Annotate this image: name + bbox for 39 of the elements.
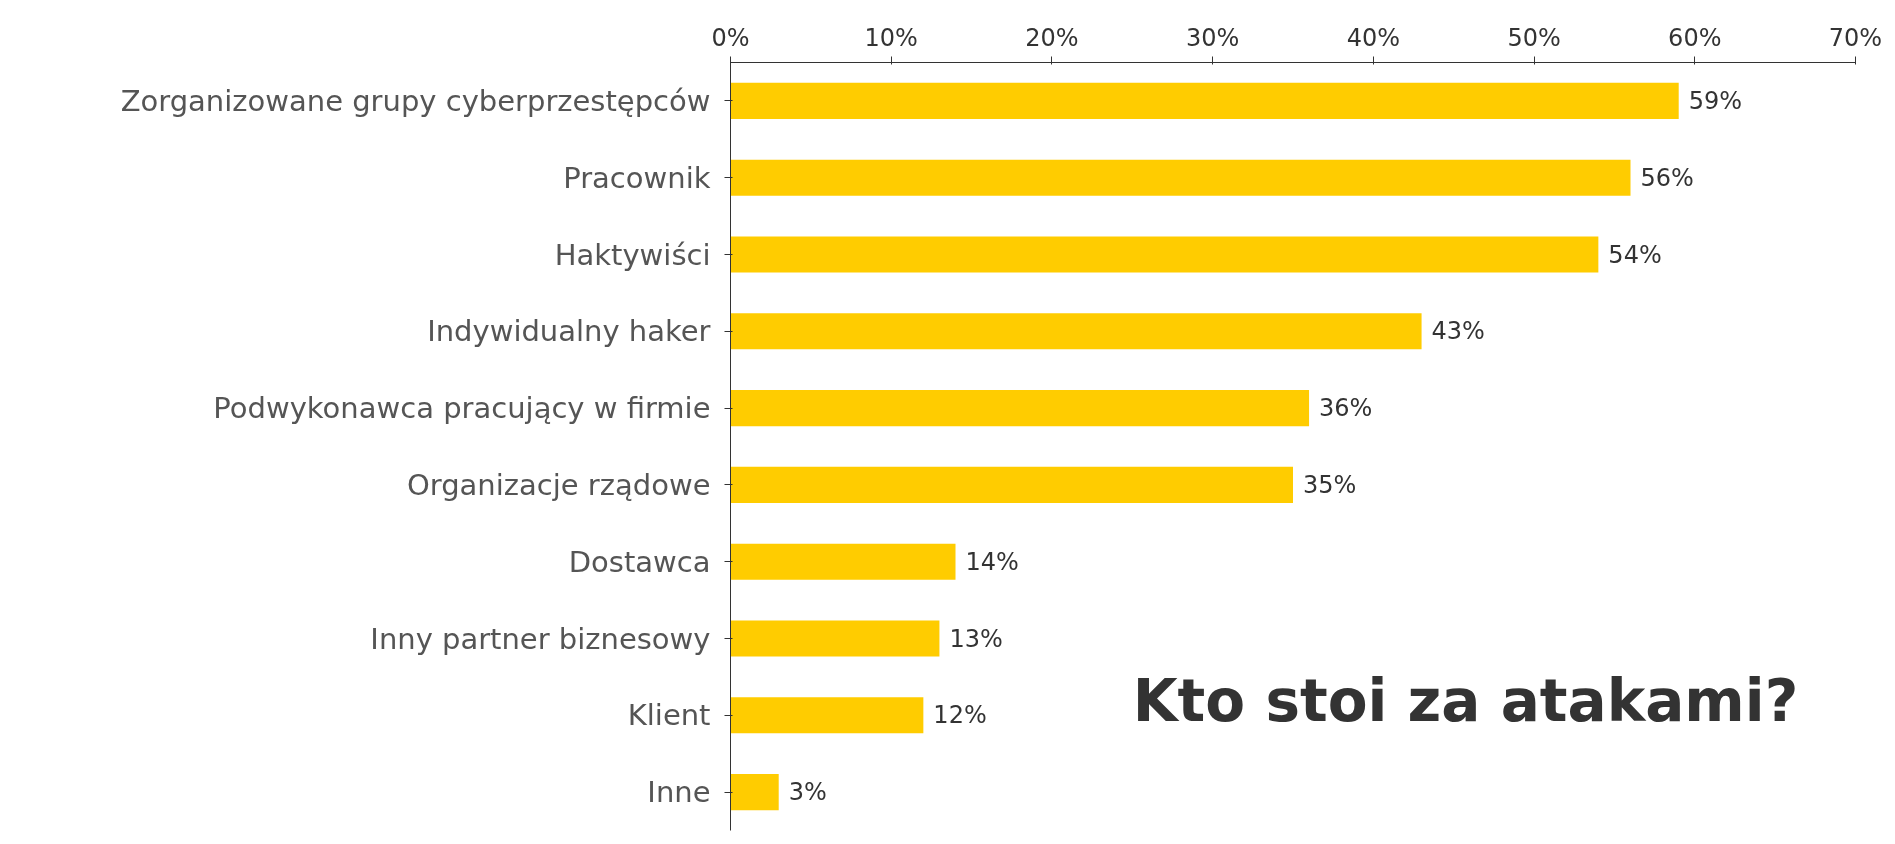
x-tick-label: 40% bbox=[1346, 23, 1401, 52]
y-tick-label: Inne bbox=[647, 775, 711, 810]
y-tick-label: Inny partner biznesowy bbox=[370, 621, 711, 656]
data-label: 43% bbox=[1431, 317, 1485, 346]
y-tick-label: Klient bbox=[627, 698, 711, 733]
x-tick-label: 0% bbox=[711, 23, 750, 52]
data-label: 36% bbox=[1319, 394, 1373, 423]
x-tick-label: 30% bbox=[1185, 23, 1240, 52]
bar bbox=[730, 390, 1310, 427]
bar bbox=[730, 466, 1293, 503]
y-tick-label: Indywidualny haker bbox=[427, 314, 711, 349]
bar bbox=[730, 620, 940, 657]
bar bbox=[730, 236, 1599, 273]
data-label: 13% bbox=[949, 624, 1003, 653]
y-tick-label: Organizacje rządowe bbox=[406, 467, 711, 502]
y-tick-label: Podwykonawca pracujący w firmie bbox=[213, 391, 711, 426]
data-label: 35% bbox=[1303, 470, 1357, 499]
y-tick-label: Pracownik bbox=[563, 160, 711, 195]
data-label: 56% bbox=[1640, 163, 1694, 192]
x-tick-label: 60% bbox=[1668, 23, 1722, 52]
data-label: 3% bbox=[788, 778, 827, 807]
bar bbox=[730, 543, 956, 580]
x-tick-label: 20% bbox=[1025, 23, 1079, 52]
y-tick-label: Haktywiści bbox=[554, 237, 711, 272]
bar bbox=[730, 774, 779, 811]
bar bbox=[730, 313, 1422, 350]
data-label: 54% bbox=[1608, 240, 1662, 269]
bar bbox=[730, 159, 1631, 196]
bar bbox=[730, 697, 924, 734]
data-label: 59% bbox=[1688, 86, 1743, 115]
y-tick-label: Zorganizowane grupy cyberprzestępców bbox=[120, 83, 711, 118]
bar bbox=[730, 82, 1679, 119]
x-tick-label: 50% bbox=[1507, 23, 1561, 52]
y-tick-label: Dostawca bbox=[568, 544, 711, 579]
data-label: 14% bbox=[965, 547, 1019, 576]
text: Kto stoi za atakami? bbox=[1132, 666, 1799, 735]
x-tick-label: 10% bbox=[864, 23, 918, 52]
x-tick-label: 70% bbox=[1828, 23, 1883, 52]
data-label: 12% bbox=[933, 701, 987, 730]
